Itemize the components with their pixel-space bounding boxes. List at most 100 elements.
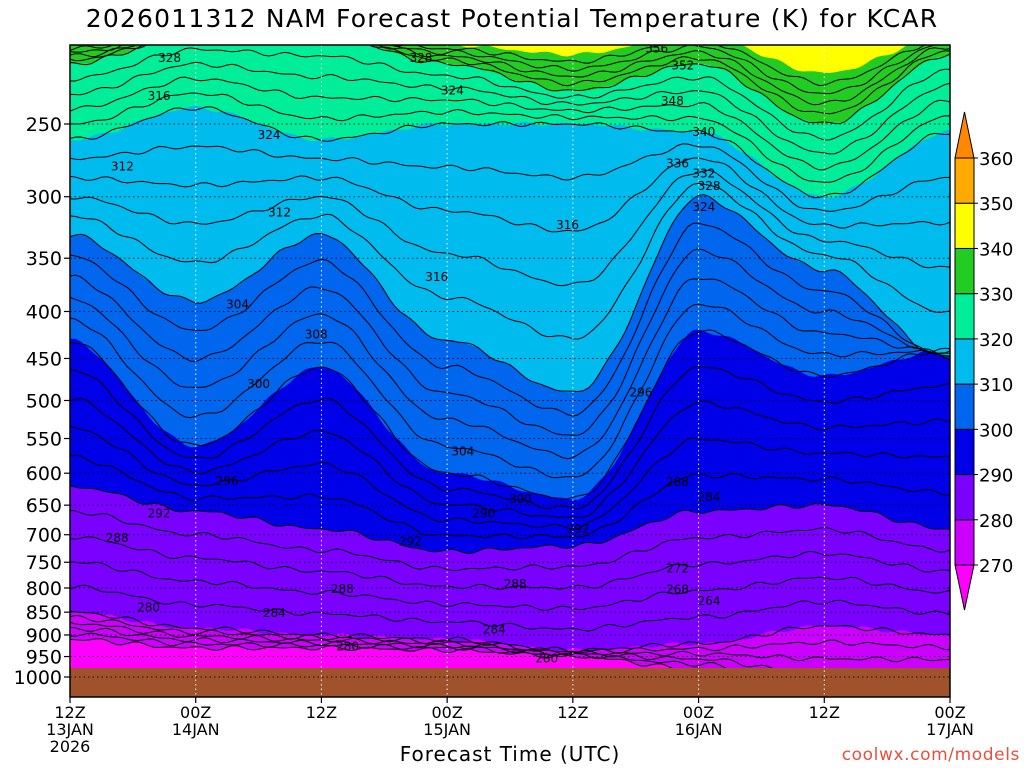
contour-line xyxy=(70,169,950,287)
x-tick-label: 13JAN xyxy=(46,720,94,739)
colorbar-label: 280 xyxy=(979,511,1013,532)
contour-line xyxy=(70,222,950,417)
contour-label: 288 xyxy=(504,577,527,591)
contour-line xyxy=(70,561,950,611)
contour-label: 316 xyxy=(425,270,448,284)
colorbar-label: 350 xyxy=(979,194,1013,215)
contour-line xyxy=(70,485,950,555)
contour-label: 296 xyxy=(629,385,652,399)
x-tick-label: 17JAN xyxy=(926,720,974,739)
contour-label: 280 xyxy=(137,600,160,614)
contour-label: 328 xyxy=(698,179,721,193)
band-340-plus xyxy=(70,45,950,73)
contour-label: 296 xyxy=(216,474,239,488)
chart-title: 2026011312 NAM Forecast Potential Temper… xyxy=(85,4,939,33)
y-axis: 2503003504004505005506006507007508008509… xyxy=(14,114,70,689)
colorbar-segment xyxy=(954,157,975,204)
contour-line xyxy=(70,329,950,501)
colorbar: 270 280 290 300 310 320 330 340 350 360 xyxy=(954,111,1013,611)
colorbar-segment xyxy=(954,428,975,476)
colorbar-top-arrow xyxy=(954,111,975,159)
x-tick-label: 00Z xyxy=(180,703,211,722)
contour-label: 328 xyxy=(158,51,181,65)
colorbar-segment xyxy=(954,338,975,385)
y-tick-label: 750 xyxy=(26,552,62,574)
contour-line xyxy=(70,303,950,479)
x-tick-label: 00Z xyxy=(934,703,965,722)
contour-line xyxy=(70,182,950,340)
x-tick-label: 14JAN xyxy=(172,720,220,739)
colorbar-label: 340 xyxy=(979,239,1013,260)
x-tick-label: 00Z xyxy=(431,703,462,722)
colorbar-segment xyxy=(954,247,975,295)
contour-line xyxy=(70,509,950,572)
contour-label: 312 xyxy=(111,159,134,173)
contour-line xyxy=(70,278,950,460)
contour-label: 264 xyxy=(698,594,721,608)
contour-label: 332 xyxy=(692,166,715,180)
y-tick-label: 650 xyxy=(26,495,62,517)
colorbar-segment xyxy=(954,202,975,249)
contour-label: 268 xyxy=(666,582,689,596)
colorbar-label: 270 xyxy=(979,556,1013,577)
contour-line xyxy=(70,92,950,183)
contour-line xyxy=(70,365,950,510)
contour-label: 308 xyxy=(305,328,328,342)
x-tick-label: 15JAN xyxy=(423,720,471,739)
contour-label: 328 xyxy=(409,51,432,65)
contour-label: 288 xyxy=(331,582,354,596)
contour-line xyxy=(70,610,950,654)
contour-label: 284 xyxy=(698,490,721,504)
contour-line xyxy=(70,45,936,95)
contour-label: 304 xyxy=(451,444,474,458)
colorbar-segment xyxy=(954,383,975,430)
y-tick-label: 550 xyxy=(26,429,62,451)
x-tick-label: 12Z xyxy=(306,703,337,722)
y-tick-label: 600 xyxy=(26,463,62,485)
contour-line xyxy=(70,61,950,155)
x-tick-label: 2026 xyxy=(50,737,91,756)
contour-label: 324 xyxy=(258,128,281,142)
contour-label: 316 xyxy=(148,89,171,103)
contour-line xyxy=(70,45,950,115)
colorbar-label: 300 xyxy=(979,420,1013,441)
contour-label: 288 xyxy=(666,475,689,489)
contour-label: 356 xyxy=(645,42,668,56)
contour-line xyxy=(70,45,950,125)
colorbar-label: 290 xyxy=(979,466,1013,487)
y-tick-label: 1000 xyxy=(14,667,62,689)
colorbar-bottom-arrow xyxy=(954,564,975,611)
y-tick-label: 300 xyxy=(26,187,62,209)
contour-label: 312 xyxy=(268,205,291,219)
contour-line xyxy=(70,194,950,393)
contour-label: 324 xyxy=(692,200,715,214)
contour-label: 292 xyxy=(567,522,590,536)
contour-line xyxy=(70,621,950,663)
colorbar-segment xyxy=(954,293,975,340)
y-tick-label: 350 xyxy=(26,248,62,270)
contour-line xyxy=(70,45,950,106)
colorbar-label: 310 xyxy=(979,375,1013,396)
y-tick-label: 700 xyxy=(26,525,62,547)
contour-label: 352 xyxy=(671,59,694,73)
ground-terrain xyxy=(70,668,950,697)
contour-label: 300 xyxy=(247,377,270,391)
band-320-plus xyxy=(70,45,950,198)
contour-line xyxy=(70,45,926,87)
colorbar-label: 320 xyxy=(979,330,1013,351)
contour-line xyxy=(70,76,950,171)
contour-label: 340 xyxy=(692,125,715,139)
y-tick-label: 500 xyxy=(26,391,62,413)
y-tick-label: 900 xyxy=(26,625,62,647)
y-tick-label: 800 xyxy=(26,578,62,600)
contour-line xyxy=(70,584,950,632)
contour-line xyxy=(70,454,950,540)
x-tick-label: 16JAN xyxy=(675,720,723,739)
contour-line xyxy=(70,426,950,531)
colorbar-label: 360 xyxy=(979,149,1013,170)
contour-label: 292 xyxy=(148,507,171,521)
contour-line xyxy=(70,106,950,199)
x-tick-label: 12Z xyxy=(557,703,588,722)
y-tick-label: 450 xyxy=(26,348,62,370)
